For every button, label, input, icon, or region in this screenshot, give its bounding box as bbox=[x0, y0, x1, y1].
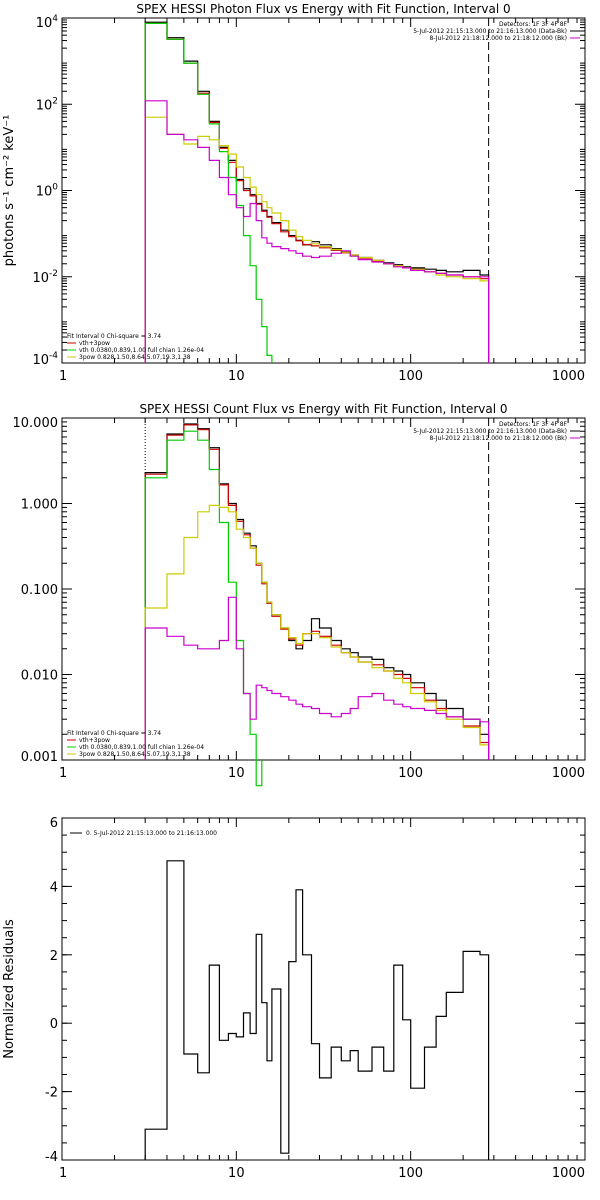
x-tick-label: 1000 bbox=[552, 766, 585, 781]
x-tick-label: 10 bbox=[228, 766, 245, 781]
plot-frame bbox=[61, 817, 586, 1161]
y-tick-label: 6 bbox=[50, 816, 58, 831]
series-background bbox=[144, 100, 490, 363]
x-tick-label: 100 bbox=[398, 766, 423, 781]
legend-entry: 3pow 0.828,1.50,8.64,5.07,19.3,1.38 bbox=[79, 751, 191, 758]
y-tick-label: -4 bbox=[45, 1150, 58, 1165]
legend: Detectors: 1F 3F 4F 8F5-Jul-2012 21:15:1… bbox=[67, 21, 580, 361]
series-total-fit bbox=[144, 424, 490, 760]
x-tick-label: 1000 bbox=[552, 369, 585, 384]
series-thermal-component bbox=[144, 430, 263, 787]
chart-panel-2: SPEX HESSI Count Flux vs Energy with Fit… bbox=[13, 402, 586, 787]
y-tick-label: 102 bbox=[36, 96, 58, 113]
y-tick-label: 0 bbox=[50, 1017, 58, 1032]
series-residuals bbox=[144, 860, 490, 1160]
legend-entry: 0. 5-Jul-2012 21:15:13.000 to 21:16:13.0… bbox=[86, 830, 217, 837]
legend-entry: 8-Jul-2012 21:18:12.000 to 21:18:12.000 … bbox=[429, 35, 567, 42]
chart-panel-3: 1 10 100 1000 6 4 2 0 -2 -4 Normalized Residuals 0.… bbox=[2, 816, 586, 1181]
y-tick-label: 2 bbox=[50, 949, 58, 964]
legend-entry: 8-Jul-2012 21:18:12.000 to 21:18:12.000 … bbox=[429, 435, 567, 442]
x-tick-label: 1 bbox=[59, 766, 67, 781]
y-tick-label: -2 bbox=[45, 1086, 58, 1101]
legend-entry: vth+3pow bbox=[79, 340, 110, 347]
x-tick-label: 10 bbox=[228, 369, 245, 384]
x-tick-label: 1 bbox=[59, 1166, 67, 1181]
legend: 0. 5-Jul-2012 21:15:13.000 to 21:16:13.0… bbox=[70, 830, 217, 837]
x-tick-label: 1 bbox=[59, 369, 67, 384]
x-tick-label: 100 bbox=[398, 1166, 423, 1181]
y-tick-label: 100 bbox=[36, 183, 59, 200]
y-axis-label: Normalized Residuals bbox=[2, 919, 17, 1059]
legend-entry: Fit Interval 0 Chi-square = 3.74 bbox=[67, 730, 161, 737]
x-tick-label: 1000 bbox=[552, 1166, 585, 1181]
legend-entry: Detectors: 1F 3F 4F 8F bbox=[499, 21, 568, 28]
y-tick-label: 4 bbox=[50, 880, 58, 895]
plot-frame bbox=[61, 417, 586, 761]
y-tick-label: 0.010 bbox=[21, 669, 58, 684]
legend-entry: 5-Jul-2012 21:15:13.000 to 21:16:13.000 … bbox=[413, 428, 567, 435]
chart-title: SPEX HESSI Count Flux vs Energy with Fit… bbox=[139, 402, 507, 416]
y-tick-label: 10-2 bbox=[32, 269, 58, 286]
y-tick-label: 10.000 bbox=[13, 416, 59, 431]
y-axis-label: photons s⁻¹ cm⁻² keV⁻¹ bbox=[2, 115, 17, 267]
chart-panel-1: SPEX HESSI Photon Flux vs Energy with Fi… bbox=[2, 2, 586, 384]
y-tick-label: 0.100 bbox=[21, 583, 58, 598]
series-background bbox=[144, 596, 490, 760]
x-tick-label: 10 bbox=[228, 1166, 245, 1181]
chart-title: SPEX HESSI Photon Flux vs Energy with Fi… bbox=[136, 2, 510, 16]
series-power-law-component bbox=[144, 116, 490, 363]
legend-entry: Fit Interval 0 Chi-square = 3.74 bbox=[67, 333, 161, 340]
series-total-fit bbox=[144, 22, 490, 363]
plot-frame bbox=[61, 17, 586, 364]
series-data bbox=[144, 423, 490, 760]
x-tick-label: 100 bbox=[398, 369, 423, 384]
series-data bbox=[144, 21, 490, 363]
y-tick-label: 0.001 bbox=[21, 750, 58, 765]
series-thermal-component bbox=[144, 22, 273, 363]
legend-entry: vth+3pow bbox=[79, 737, 110, 744]
legend-entry: 3pow 0.828,1.50,8.64,5.07,19.3,1.38 bbox=[79, 354, 191, 361]
y-tick-label: 10-4 bbox=[32, 351, 58, 368]
y-tick-label: 104 bbox=[36, 14, 59, 31]
legend-entry: Detectors: 1F 3F 4F 8F bbox=[499, 421, 568, 428]
legend: Detectors: 1F 3F 4F 8F5-Jul-2012 21:15:1… bbox=[67, 421, 580, 758]
series-power-law-component bbox=[144, 504, 490, 760]
legend-entry: vth 0.0380,0.839,1.00 full chian 1.26e-0… bbox=[79, 347, 204, 354]
y-tick-label: 1.000 bbox=[21, 498, 58, 513]
legend-entry: vth 0.0380,0.839,1.00 full chian 1.26e-0… bbox=[79, 744, 204, 751]
legend-entry: 5-Jul-2012 21:15:13.000 to 21:16:13.000 … bbox=[413, 28, 567, 35]
